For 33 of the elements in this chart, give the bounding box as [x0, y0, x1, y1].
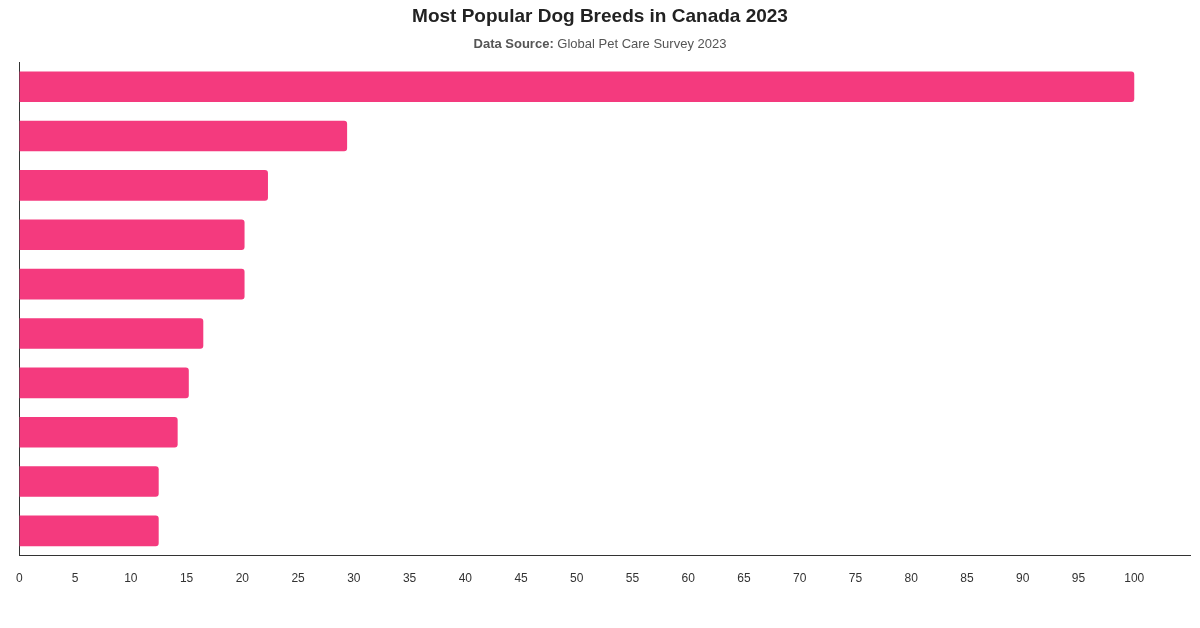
x-tick-label: 75 — [848, 571, 863, 586]
x-tick-label: 100 — [1124, 571, 1145, 586]
x-tick-label: 10 — [124, 571, 138, 586]
bar — [19, 219, 245, 251]
bar — [19, 515, 159, 547]
chart-subtitle: Data Source: Global Pet Care Survey 2023 — [472, 36, 728, 51]
x-tick-label: 40 — [458, 571, 473, 586]
bar — [19, 170, 268, 201]
x-tick-label: 45 — [514, 571, 529, 586]
x-tick-label: 35 — [402, 571, 417, 586]
x-tick-label: 60 — [681, 571, 696, 586]
x-tick-label: 20 — [235, 571, 250, 586]
x-tick-label: 85 — [960, 571, 975, 586]
bar — [19, 416, 178, 448]
x-tick-label: 30 — [347, 571, 361, 586]
x-tick-label: 70 — [793, 571, 807, 586]
bar — [19, 318, 204, 349]
x-tick-label: 50 — [570, 571, 584, 586]
x-tick-label: 5 — [71, 571, 79, 586]
x-tick-label: 90 — [1016, 571, 1030, 586]
bar — [19, 268, 245, 300]
x-tick-label: 15 — [179, 571, 194, 586]
x-tick-label: 55 — [625, 571, 640, 586]
bar — [19, 71, 1135, 102]
chart-title: Most Popular Dog Breeds in Canada 2023 — [411, 5, 789, 27]
bar — [19, 120, 348, 152]
x-tick-label: 80 — [904, 571, 919, 586]
x-tick-label: 25 — [291, 571, 306, 586]
x-tick-label: 0 — [15, 571, 23, 586]
bar — [19, 367, 189, 399]
bar — [19, 466, 159, 497]
x-tick-label: 65 — [737, 571, 752, 586]
x-tick-label: 95 — [1071, 571, 1086, 586]
